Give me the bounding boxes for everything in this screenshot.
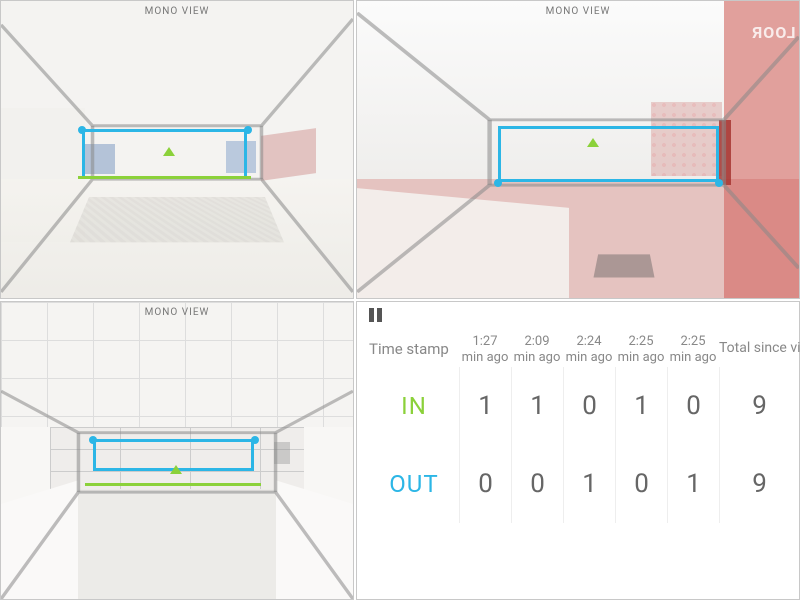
camera-pane-3[interactable]: MONO VIEW	[0, 301, 354, 600]
in-total: 9	[719, 367, 799, 445]
detection-box	[498, 126, 719, 182]
out-label: OUT	[369, 470, 459, 498]
count-line	[85, 483, 261, 486]
camera-label: MONO VIEW	[546, 6, 611, 17]
out-value: 1	[563, 445, 615, 523]
direction-arrow-icon	[587, 138, 599, 147]
camera-scene-3	[1, 302, 353, 599]
out-value: 0	[615, 445, 667, 523]
table-row-out: OUT 0 0 1 0 1 9	[369, 445, 799, 523]
camera-pane-1[interactable]: MONO VIEW	[0, 0, 354, 299]
total-label: Total since vi	[719, 334, 799, 356]
timestamp-col: 1:27min ago	[459, 334, 511, 367]
camera-label: MONO VIEW	[145, 6, 210, 17]
in-value: 0	[563, 367, 615, 445]
camera-pane-2[interactable]: MONO VIEW LOOR	[356, 0, 800, 299]
timestamp-col: 2:24min ago	[563, 334, 615, 367]
pause-icon[interactable]	[369, 308, 382, 322]
in-label: IN	[369, 392, 459, 420]
direction-arrow-icon	[163, 147, 175, 156]
out-value: 0	[511, 445, 563, 523]
timestamp-col: 2:25min ago	[667, 334, 719, 367]
timestamp-col: 2:09min ago	[511, 334, 563, 367]
direction-arrow-icon	[170, 465, 182, 474]
count-line	[78, 176, 250, 179]
timestamp-col: 2:25min ago	[615, 334, 667, 367]
in-value: 1	[615, 367, 667, 445]
table-row-in: IN 1 1 0 1 0 9	[369, 367, 799, 445]
in-value: 1	[459, 367, 511, 445]
out-value: 1	[667, 445, 719, 523]
camera-scene-2: LOOR	[357, 1, 799, 298]
camera-label: MONO VIEW	[145, 307, 210, 318]
in-value: 0	[667, 367, 719, 445]
in-value: 1	[511, 367, 563, 445]
camera-scene-1	[1, 1, 353, 298]
timestamp-label: Time stamp	[369, 334, 459, 358]
count-table-pane: Time stamp 1:27min ago 2:09min ago 2:24m…	[356, 301, 800, 600]
out-total: 9	[719, 445, 799, 523]
table-header: Time stamp 1:27min ago 2:09min ago 2:24m…	[369, 334, 799, 367]
out-value: 0	[459, 445, 511, 523]
